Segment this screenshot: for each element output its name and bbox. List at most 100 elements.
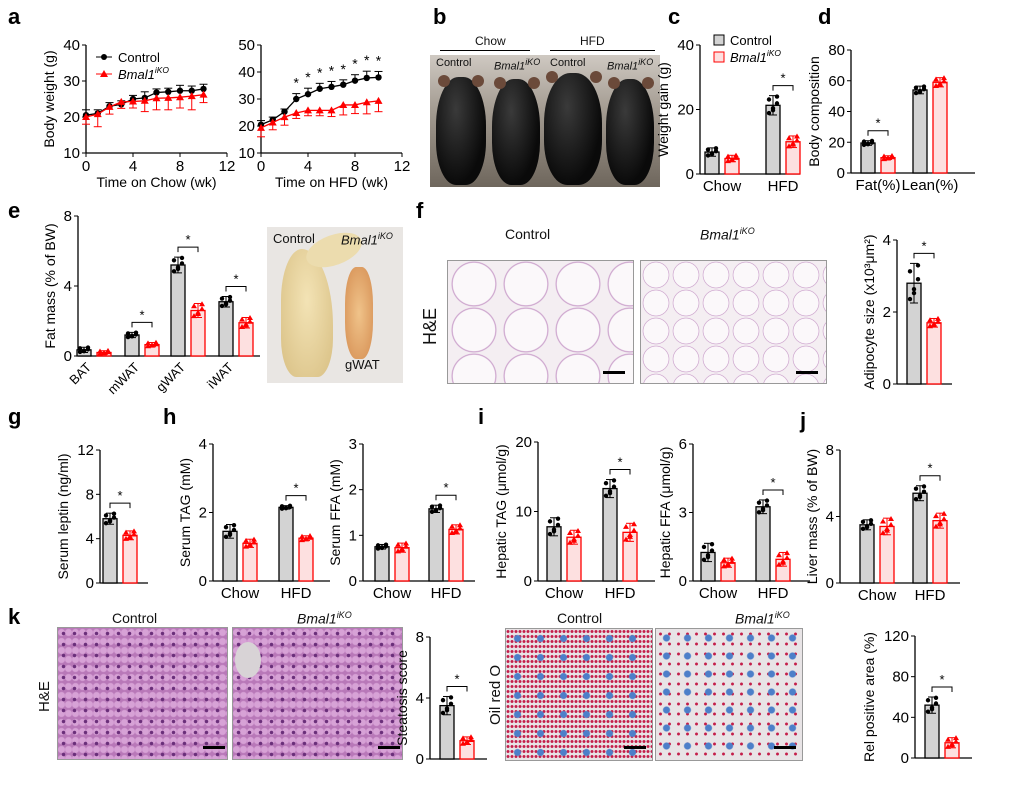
dot-ko	[567, 539, 573, 545]
chart-i_tag: 0 10 20 Hepatic TAG (μmol/g) Chow HFD *	[493, 434, 655, 602]
dot-ko	[935, 318, 941, 324]
dot-ko	[786, 135, 792, 141]
superscript: iKO	[155, 65, 170, 75]
mouse-label-4: Bmal1iKO	[607, 57, 654, 73]
dot-ko	[251, 536, 257, 542]
dot-control	[77, 346, 83, 351]
data-point-ko	[129, 97, 137, 105]
y-tick-label: 10	[515, 504, 532, 521]
dot-ko	[776, 552, 782, 558]
dot-ko	[933, 523, 939, 529]
dot-control	[607, 490, 613, 496]
dot-ko	[945, 736, 951, 742]
y-tick-label: 0	[86, 575, 94, 592]
dot-ko	[239, 316, 245, 322]
dot-ko	[937, 81, 943, 87]
dot-ko	[941, 78, 947, 84]
y-tick-label: 3	[679, 505, 687, 522]
gwat-ko-label: Bmal1iKO	[341, 231, 393, 248]
dot-control	[111, 511, 117, 516]
dot-ko	[888, 521, 894, 527]
x-tick-label: Chow	[703, 178, 742, 195]
dot-control	[913, 486, 919, 491]
dot-ko	[725, 562, 731, 568]
dot-ko	[945, 743, 951, 749]
data-point-ko	[187, 92, 196, 100]
x-tick-label: Chow	[221, 585, 260, 602]
data-point-ko	[105, 102, 114, 110]
dot-control	[933, 695, 939, 701]
y-axis-label: Steatosis score	[394, 650, 410, 746]
dot-ko	[790, 141, 796, 147]
y-tick-label: 80	[892, 669, 909, 686]
significance-star: *	[376, 52, 382, 68]
dot-control	[103, 513, 109, 518]
data-point-ko	[351, 100, 359, 108]
y-tick-label: 80	[828, 42, 845, 59]
y-tick-label: 0	[349, 573, 357, 590]
legend-control-swatch	[713, 34, 725, 46]
legend-ko-label: Bmal1iKO	[730, 48, 781, 65]
dot-ko	[149, 342, 155, 348]
panel-letter-e: e	[8, 198, 21, 223]
x-tick-label: 8	[176, 158, 184, 175]
dot-ko	[199, 306, 205, 312]
panel-letter-b: b	[433, 4, 447, 29]
legend-ko-label: Bmal1iKO	[118, 65, 169, 82]
dot-ko	[243, 537, 249, 543]
dot-control	[551, 529, 557, 534]
dot-control	[603, 480, 609, 486]
dot-control	[107, 519, 113, 524]
bar-ko	[932, 81, 948, 174]
dot-control	[179, 261, 185, 266]
dot-ko	[239, 323, 245, 329]
y-tick-label: 8	[826, 442, 834, 459]
dot-ko	[449, 523, 455, 529]
dot-control	[171, 269, 177, 274]
dot-control	[907, 296, 913, 302]
dot-control	[911, 290, 917, 296]
y-tick-label: 0	[826, 575, 834, 592]
dot-control	[375, 546, 381, 551]
dot-control	[440, 710, 446, 716]
significance-star: *	[233, 272, 238, 287]
dot-ko	[567, 530, 573, 536]
significance-star: *	[139, 307, 144, 322]
dot-ko	[941, 516, 947, 522]
dot-ko	[627, 533, 633, 539]
mouse-label-3: Control	[550, 57, 586, 69]
y-tick-label: 0	[901, 750, 909, 767]
data-point-ko	[339, 100, 348, 108]
significance-star: *	[185, 232, 190, 247]
dot-control	[925, 698, 931, 703]
y-tick-label: 40	[677, 37, 694, 54]
y-tick-label: 20	[238, 118, 255, 135]
dot-ko	[303, 536, 309, 542]
y-tick-label: 20	[677, 102, 694, 119]
oil-red-control-image	[505, 628, 653, 761]
y-tick-label: 12	[77, 442, 94, 459]
dot-control	[555, 522, 561, 528]
superscript: iKO	[767, 48, 782, 58]
y-tick-label: 1	[349, 527, 357, 544]
x-tick-label: Lean(%)	[902, 177, 959, 194]
significance-bracket	[867, 130, 889, 136]
dot-control	[701, 544, 707, 550]
data-point-control	[153, 89, 160, 96]
bar-control	[602, 487, 618, 582]
liver-he-ko-image	[232, 627, 403, 760]
dot-control	[770, 107, 776, 113]
y-tick-label: 2	[349, 482, 357, 499]
dot-ko	[453, 528, 459, 534]
dot-control	[705, 147, 711, 152]
y-tick-label: 8	[64, 208, 72, 225]
dot-ko	[575, 532, 581, 538]
significance-bracket	[225, 286, 247, 292]
data-point-ko	[140, 96, 149, 104]
y-tick-label: 0	[679, 573, 687, 590]
dot-control	[929, 707, 935, 712]
dot-control	[444, 708, 450, 713]
x-tick-label: Chow	[699, 585, 738, 602]
